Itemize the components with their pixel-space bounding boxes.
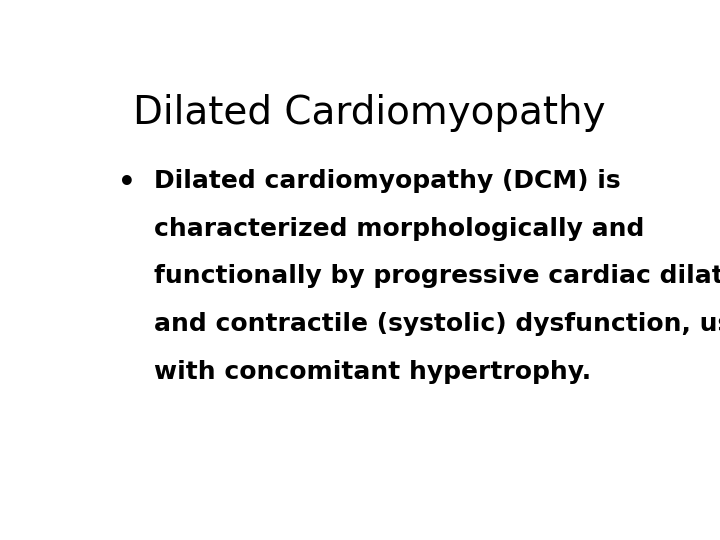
Text: Dilated cardiomyopathy (DCM) is: Dilated cardiomyopathy (DCM) is (154, 168, 621, 193)
Text: functionally by progressive cardiac dilation: functionally by progressive cardiac dila… (154, 265, 720, 288)
Text: Dilated Cardiomyopathy: Dilated Cardiomyopathy (132, 94, 606, 132)
Text: and contractile (systolic) dysfunction, usually: and contractile (systolic) dysfunction, … (154, 312, 720, 336)
Text: •: • (118, 168, 135, 197)
Text: characterized morphologically and: characterized morphologically and (154, 217, 644, 240)
Text: with concomitant hypertrophy.: with concomitant hypertrophy. (154, 360, 591, 384)
